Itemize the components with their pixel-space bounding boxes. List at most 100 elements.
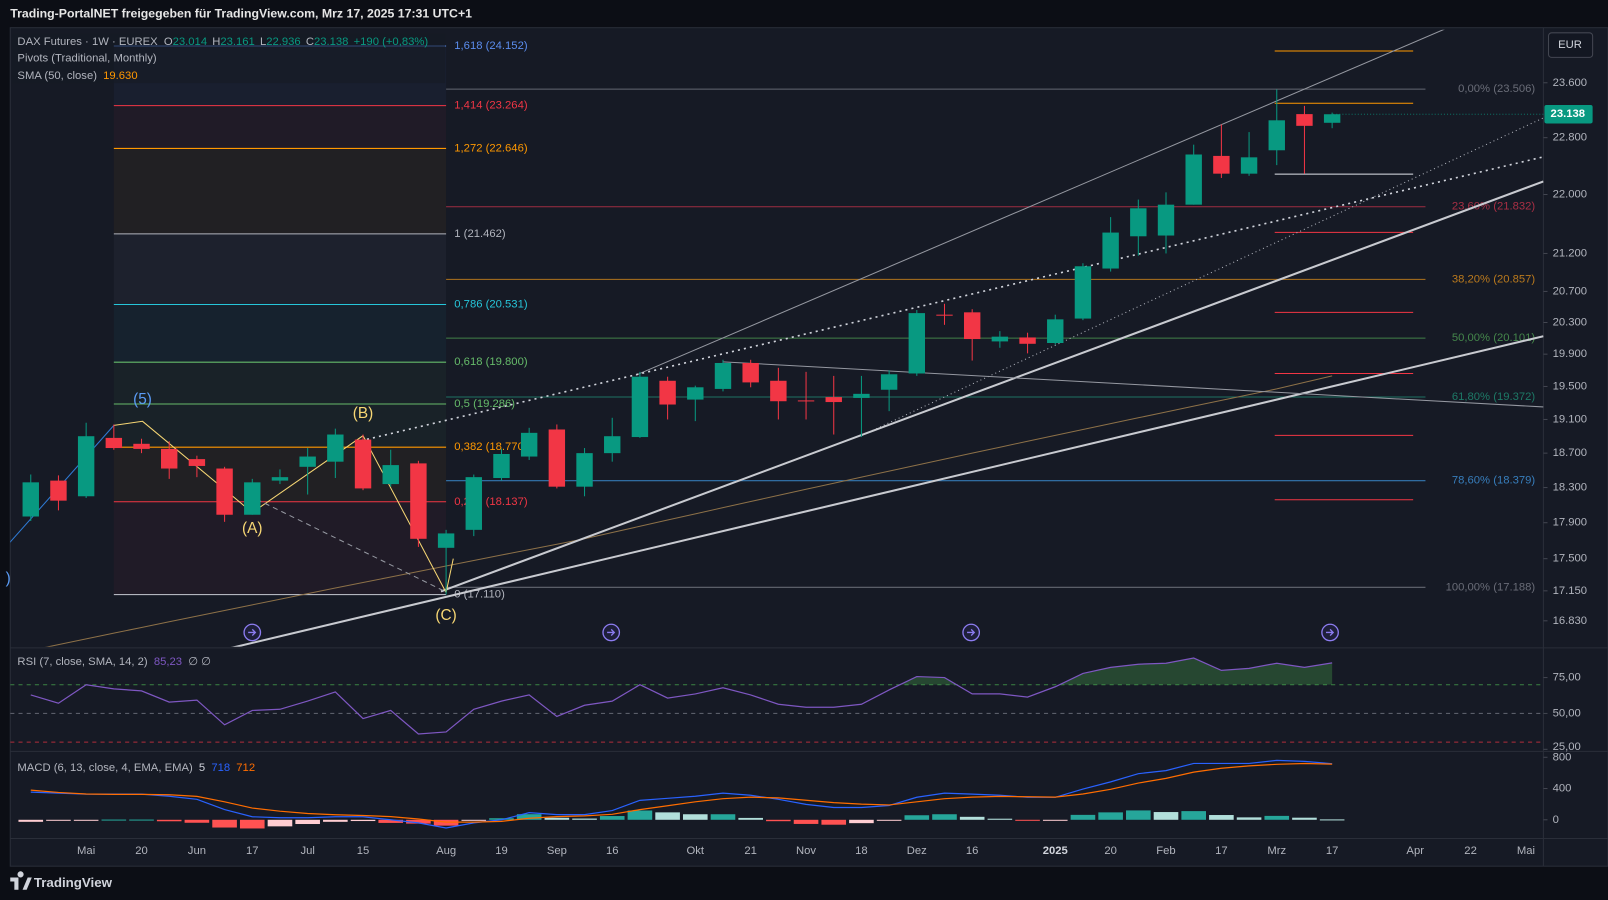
candle-body <box>216 468 233 515</box>
macd-histogram-bar <box>876 819 902 821</box>
fib-band <box>113 501 447 595</box>
candle-body <box>604 436 621 454</box>
fib-label: 78,60% (18.379) <box>1452 475 1536 487</box>
macd-histogram-bar <box>46 819 71 821</box>
wave-label: (A) <box>242 520 262 537</box>
fib-label: 100,00% (17.188) <box>1446 581 1536 593</box>
candle-body <box>714 362 732 389</box>
candle-body <box>188 459 206 466</box>
event-icon[interactable] <box>243 623 262 642</box>
macd-histogram-bar <box>849 819 874 824</box>
event-icon[interactable] <box>602 623 621 642</box>
x-tick-label: Jul <box>300 845 314 857</box>
macd-histogram-bar <box>1292 817 1317 820</box>
x-tick-label: Jun <box>188 845 206 857</box>
y-tick-label: 19.900 <box>1553 348 1587 360</box>
candle-body <box>133 443 150 449</box>
x-tick-label: Apr <box>1406 845 1424 857</box>
rsi-extra: ∅ ∅ <box>188 656 211 668</box>
fib-label: 23,60% (21.832) <box>1452 201 1536 213</box>
candle-body <box>1323 114 1341 123</box>
trend-line <box>722 361 1544 408</box>
trend-line <box>440 180 1544 593</box>
candle-body <box>77 436 95 497</box>
candle-body <box>631 376 649 438</box>
macd-histogram-bar <box>904 815 930 820</box>
x-tick-label: Mai <box>77 845 95 857</box>
event-icon[interactable] <box>1321 623 1339 642</box>
macd-histogram-bar <box>239 819 265 829</box>
wave-labels: ) (5) (A) (B) (C) <box>6 391 457 624</box>
macd-histogram-bar <box>1181 811 1206 820</box>
macd-histogram-bar <box>18 819 44 822</box>
candle-body <box>936 314 953 316</box>
candle-body <box>1102 232 1119 269</box>
macd-histogram-bar <box>682 814 708 820</box>
candle-body <box>493 453 510 479</box>
macd-histogram-bar <box>932 814 957 820</box>
fib-label: 0,236 (18.137) <box>454 496 528 508</box>
candle-body <box>908 313 926 374</box>
currency-button[interactable]: EUR <box>1548 32 1594 58</box>
macd-histogram-bar <box>1319 819 1345 821</box>
candle-body <box>1213 155 1230 174</box>
candle-body <box>299 456 316 467</box>
candle-body <box>327 434 344 462</box>
macd-histogram-bar <box>129 819 154 821</box>
ohlc-key: L <box>260 36 266 48</box>
x-tick-label: 20 <box>1104 845 1117 857</box>
fib-label: 61,80% (19.372) <box>1452 391 1536 403</box>
currency-box[interactable] <box>1548 32 1594 58</box>
macd-histogram-bar <box>461 819 487 821</box>
trend-line <box>231 335 1544 647</box>
macd-y-tick-label: 0 <box>1553 814 1559 826</box>
rsi-pane <box>10 657 1544 743</box>
macd-histogram-bar <box>1264 815 1290 820</box>
x-tick-label: 16 <box>966 845 979 857</box>
macd-histogram-bar <box>1098 812 1123 820</box>
fib-label: 1,618 (24.152) <box>454 40 528 52</box>
share-title: Trading-PortalNET freigegeben für Tradin… <box>10 7 472 21</box>
x-tick-label: 15 <box>357 845 370 857</box>
x-tick-label: 16 <box>606 845 619 857</box>
candle-body <box>1240 157 1258 174</box>
event-icon[interactable] <box>962 623 981 642</box>
x-tick-label: 17 <box>1326 845 1339 857</box>
candle-body <box>1268 120 1285 151</box>
macd-histogram-bar <box>1015 819 1040 821</box>
legend-backdrop <box>12 33 446 84</box>
drawings <box>10 29 1544 647</box>
candle-body <box>853 393 870 398</box>
macd-y-tick-label: 800 <box>1553 751 1572 763</box>
candle-body <box>1074 266 1092 319</box>
x-tick-label: Sep <box>547 845 567 857</box>
y-tick-label: 17.150 <box>1553 585 1587 597</box>
currency[interactable]: EUR <box>1558 39 1582 51</box>
macd-legend: MACD (6, 13, close, 4, EMA, EMA) 5 718 712 <box>17 762 255 774</box>
ohlc-value: 23.014 <box>173 36 207 48</box>
candle-body <box>271 477 289 481</box>
candle-body <box>742 362 759 383</box>
signal-value: 712 <box>236 762 255 774</box>
candle-body <box>520 432 538 457</box>
macd-histogram-bar <box>406 819 431 824</box>
macd-value: 718 <box>211 762 230 774</box>
candle-body <box>963 312 981 340</box>
macd-histogram-bar <box>599 816 625 820</box>
y-tick-label: 20.300 <box>1553 316 1587 328</box>
candle-body <box>687 387 704 400</box>
macd-histogram-bar <box>627 810 653 820</box>
fib-label: 0,5 (19.286) <box>454 398 515 410</box>
macd-histogram-bar <box>1042 819 1068 821</box>
signal-line <box>30 762 1333 823</box>
macd-histogram-bar <box>572 818 597 820</box>
macd-histogram-bar <box>516 814 542 820</box>
candle-body <box>105 437 123 449</box>
wave-label: ) <box>6 570 11 587</box>
macd-histogram-bar <box>323 819 348 822</box>
fib-band <box>113 105 447 149</box>
y-tick-label: 19.500 <box>1553 380 1587 392</box>
macd-line <box>30 759 1333 829</box>
macd-histogram-bar <box>73 819 99 821</box>
